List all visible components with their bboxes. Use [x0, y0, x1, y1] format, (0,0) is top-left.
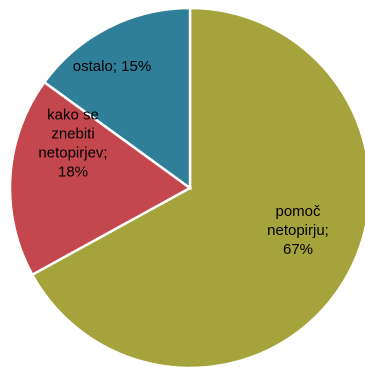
pie-slice-pomoc-netopirju — [30, 6, 365, 367]
slice-label-kako-se-znebiti-netopirjev: kako se znebiti netopirjev; 18% — [38, 107, 107, 181]
slice-label-line: ostalo; 15% — [73, 58, 151, 75]
slice-label-ostalo: ostalo; 15% — [73, 58, 151, 75]
slice-label-line: 67% — [283, 241, 313, 258]
slice-label-pomoc-netopirju: pomoč netopirju; 67% — [267, 203, 329, 258]
pie-slice-kako-se-znebiti-netopirjev — [8, 80, 193, 277]
slice-label-line: kako se — [47, 107, 99, 124]
slice-label-line: pomoč — [275, 203, 321, 220]
slice-label-line: netopirju; — [267, 222, 329, 239]
slice-label-line: netopirjev; — [38, 145, 107, 162]
pie-slice-ostalo — [42, 6, 192, 191]
slice-label-line: znebiti — [51, 126, 94, 143]
slice-label-line: 18% — [58, 164, 88, 181]
